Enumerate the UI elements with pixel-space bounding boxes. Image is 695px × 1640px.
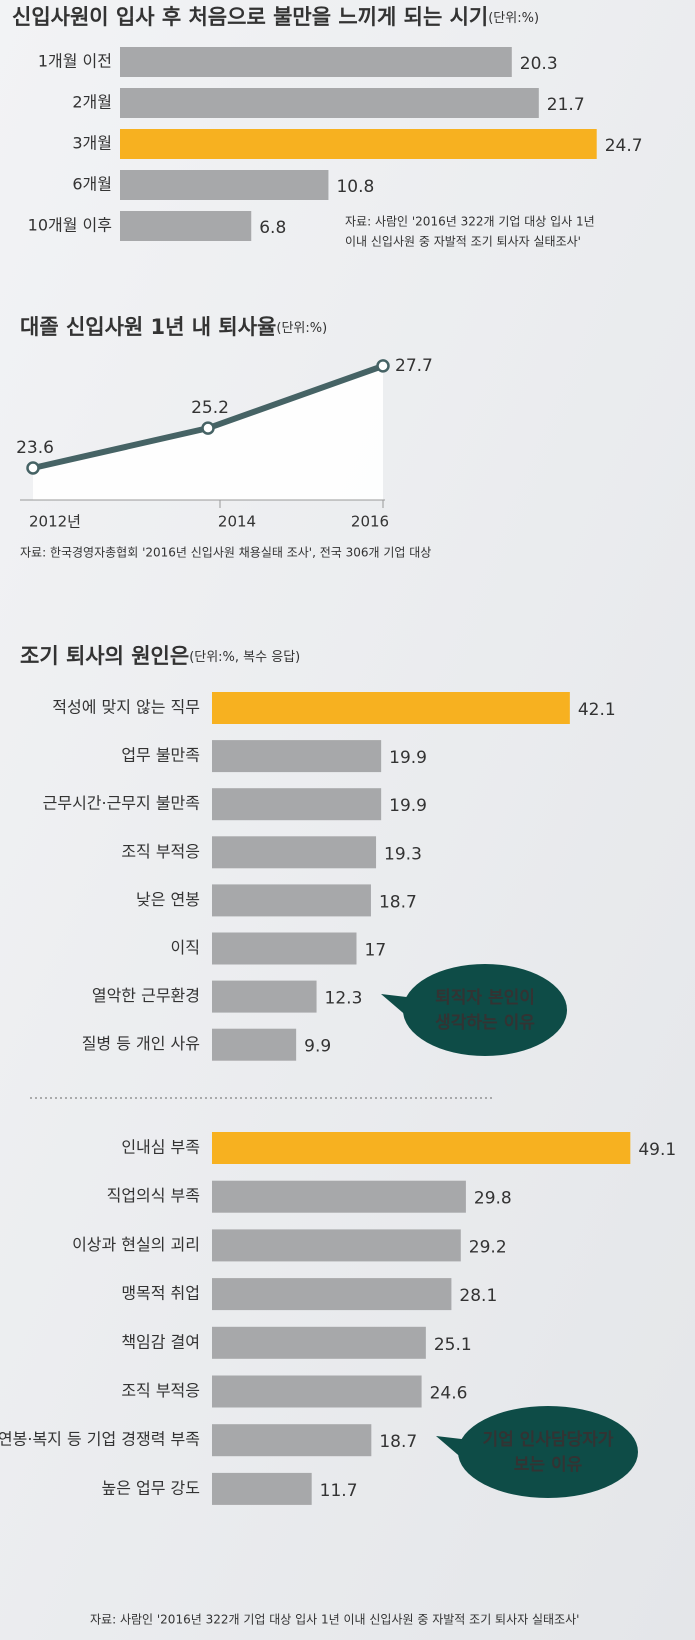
- bar: [212, 836, 377, 869]
- value-label: 6.8: [259, 218, 286, 238]
- value-label: 20.3: [520, 54, 558, 74]
- bar: [212, 1472, 312, 1505]
- x-tick-label: 2012년: [29, 513, 81, 531]
- unit-label: (단위:%): [276, 321, 327, 336]
- category-label: 1개월 이전: [38, 52, 112, 71]
- x-tick-label: 2016: [351, 513, 389, 531]
- bar: [212, 980, 317, 1013]
- category-label: 업무 불만족: [121, 746, 200, 765]
- value-label: 11.7: [320, 1481, 358, 1501]
- category-label: 근무시간·근무지 불만족: [43, 794, 200, 813]
- point: [26, 461, 40, 475]
- category-label: 열악한 근무환경: [92, 986, 200, 1005]
- value-label: 29.8: [474, 1189, 512, 1209]
- bar: [120, 88, 539, 118]
- callout-text: 퇴직자 본인이: [435, 988, 535, 1008]
- unit-label: (단위:%): [488, 11, 539, 26]
- callout-bubble: [458, 1406, 638, 1498]
- callout-text: 보는 이유: [514, 1455, 583, 1475]
- bar: [212, 1132, 631, 1164]
- value-label: 29.2: [469, 1237, 507, 1257]
- value-label: 19.9: [389, 748, 427, 768]
- category-label: 이직: [171, 938, 200, 957]
- bar: [212, 692, 570, 724]
- bar: [212, 1326, 426, 1359]
- callout-text: 기업 인사담당자가: [482, 1430, 613, 1450]
- value-label: 10.8: [336, 177, 374, 197]
- source-note: 이내 신입사원 중 자발적 조기 퇴사자 실태조사': [345, 235, 581, 249]
- category-label: 적성에 맞지 않는 직무: [52, 698, 200, 717]
- category-label: 인내심 부족: [121, 1138, 200, 1157]
- bar: [212, 1278, 452, 1311]
- category-label: 이상과 현실의 괴리: [72, 1235, 200, 1254]
- value-label: 24.6: [430, 1384, 468, 1404]
- category-label: 낮은 연봉: [136, 890, 200, 909]
- value-label: 18.7: [379, 892, 417, 912]
- value-label: 18.7: [379, 1432, 417, 1452]
- callout-bubble: [403, 964, 567, 1056]
- source-note: 자료: 사람인 '2016년 322개 기업 대상 입사 1년 이내 신입사원 …: [90, 1613, 579, 1627]
- bar: [212, 1375, 422, 1408]
- bar: [212, 788, 382, 821]
- bar: [120, 47, 512, 77]
- category-label: 질병 등 개인 사유: [82, 1034, 200, 1053]
- bar: [212, 1229, 461, 1262]
- category-label: 3개월: [72, 134, 112, 153]
- bar: [120, 211, 252, 241]
- title-text: 조기 퇴사의 원인은: [20, 644, 189, 668]
- category-label: 책임감 결여: [121, 1332, 200, 1351]
- value-label: 19.9: [389, 796, 427, 816]
- category-label: 조직 부적응: [121, 842, 200, 861]
- bar: [212, 1180, 466, 1213]
- value-label: 49.1: [638, 1140, 676, 1160]
- unit-label: (단위:%, 복수 응답): [189, 650, 300, 665]
- title-text: 신입사원이 입사 후 처음으로 불만을 느끼게 되는 시기: [12, 5, 488, 29]
- bar: [212, 1028, 297, 1061]
- title-text: 대졸 신입사원 1년 내 퇴사율: [20, 315, 276, 339]
- value-label: 21.7: [547, 95, 585, 115]
- source-note: 자료: 사람인 '2016년 322개 기업 대상 입사 1년: [345, 215, 595, 229]
- category-label: 6개월: [72, 175, 112, 194]
- value-label: 27.7: [395, 356, 433, 376]
- category-label: 2개월: [72, 93, 112, 112]
- bar: [212, 1424, 372, 1457]
- bar: [120, 129, 597, 159]
- point: [376, 359, 390, 373]
- point: [201, 421, 215, 435]
- value-label: 28.1: [459, 1286, 497, 1306]
- value-label: 9.9: [304, 1037, 331, 1057]
- category-label: 조직 부적응: [121, 1381, 200, 1400]
- category-label: 10개월 이후: [28, 216, 112, 235]
- bar: [212, 932, 357, 965]
- value-label: 19.3: [384, 844, 422, 864]
- value-label: 23.6: [16, 438, 54, 458]
- chart-title: 조기 퇴사의 원인은(단위:%, 복수 응답): [20, 644, 300, 668]
- value-label: 24.7: [605, 136, 643, 156]
- category-label: 연봉·복지 등 기업 경쟁력 부족: [0, 1430, 200, 1449]
- x-tick-label: 2014: [218, 513, 256, 531]
- bar: [212, 740, 382, 773]
- chart-title: 신입사원이 입사 후 처음으로 불만을 느끼게 되는 시기(단위:%): [12, 5, 539, 29]
- callout-text: 생각하는 이유: [435, 1013, 535, 1033]
- source-note: 자료: 한국경영자총협회 '2016년 신입사원 채용실태 조사', 전국 30…: [20, 546, 431, 560]
- value-label: 25.2: [191, 398, 229, 418]
- value-label: 25.1: [434, 1335, 472, 1355]
- category-label: 맹목적 취업: [121, 1284, 200, 1303]
- chart-title: 대졸 신입사원 1년 내 퇴사율(단위:%): [20, 315, 327, 339]
- bar: [212, 884, 371, 917]
- value-label: 42.1: [578, 700, 616, 720]
- category-label: 높은 업무 강도: [102, 1478, 201, 1497]
- value-label: 17: [365, 941, 387, 961]
- bar: [120, 170, 329, 200]
- category-label: 직업의식 부족: [107, 1186, 200, 1205]
- value-label: 12.3: [325, 989, 363, 1009]
